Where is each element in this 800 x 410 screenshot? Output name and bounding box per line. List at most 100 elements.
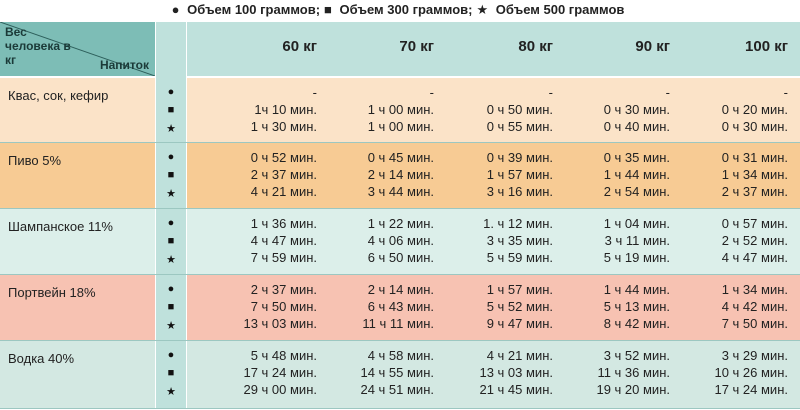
- time-value: -: [312, 85, 317, 100]
- corner-bottom: Напиток: [99, 58, 149, 72]
- row-label-cell: Водка 40%: [0, 341, 155, 408]
- time-value: 0 ч 55 мин.: [486, 119, 553, 134]
- row-separator: [0, 340, 800, 341]
- legend-label: Объем 500 граммов: [495, 2, 625, 17]
- row-symbol: ■: [167, 235, 175, 247]
- time-value: 17 ч 24 мин.: [714, 382, 788, 397]
- symbol-column: [156, 22, 186, 408]
- time-value: 2 ч 54 мин.: [603, 184, 670, 199]
- time-value: 4 ч 47 мин.: [250, 233, 317, 248]
- time-value: 4 ч 47 мин.: [721, 250, 788, 265]
- time-value: 4 ч 42 мин.: [721, 299, 788, 314]
- row-symbol: ●: [167, 86, 175, 98]
- time-value: 0 ч 50 мин.: [486, 102, 553, 117]
- row-symbol: ■: [167, 301, 175, 313]
- row-label-cell: Шампанское 11%: [0, 209, 155, 274]
- row-symbol: ●: [167, 283, 175, 295]
- time-value: 14 ч 55 мин.: [360, 365, 434, 380]
- time-value: 1 ч 04 мин.: [603, 216, 670, 231]
- row-label-cell: Пиво 5%: [0, 143, 155, 208]
- time-value: 9 ч 47 мин.: [486, 316, 553, 331]
- row-symbol: ●: [167, 349, 175, 361]
- time-value: 19 ч 20 мин.: [596, 382, 670, 397]
- time-value: 5 ч 19 мин.: [603, 250, 670, 265]
- time-value: 2 ч 14 мин.: [367, 167, 434, 182]
- time-value: 5 ч 13 мин.: [603, 299, 670, 314]
- row-separator: [0, 274, 800, 275]
- time-value: 7 ч 50 мин.: [250, 299, 317, 314]
- time-value: 11 ч 11 мин.: [362, 316, 434, 331]
- time-value: 1 ч 57 мин.: [486, 282, 553, 297]
- corner-top: Вес человека в кг: [5, 25, 71, 67]
- time-value: 5 ч 59 мин.: [486, 250, 553, 265]
- row-band: [187, 143, 800, 208]
- legend-label: Объем 100 граммов;: [187, 2, 321, 17]
- time-value: 0 ч 35 мин.: [603, 150, 670, 165]
- corner-diagonal: [0, 22, 155, 76]
- time-value: 1 ч 00 мин.: [367, 102, 434, 117]
- time-value: 10 ч 26 мин.: [714, 365, 788, 380]
- time-value: 11 ч 36 мин.: [597, 365, 670, 380]
- time-value: 4 ч 21 мин.: [250, 184, 317, 199]
- time-value: 3 ч 16 мин.: [486, 184, 553, 199]
- row-symbol: ●: [167, 151, 175, 163]
- time-value: 3 ч 52 мин.: [603, 348, 670, 363]
- row-symbol: ★: [166, 254, 176, 266]
- header-row: [187, 22, 800, 76]
- row-band: [187, 275, 800, 340]
- row-symbol: ■: [167, 367, 175, 379]
- time-value: 1 ч 34 мин.: [721, 282, 788, 297]
- row-band: [187, 78, 800, 142]
- row-symbol: ★: [166, 320, 176, 332]
- time-value: 2 ч 37 мин.: [721, 184, 788, 199]
- time-value: 1 ч 34 мин.: [721, 167, 788, 182]
- time-value: 0 ч 30 мин.: [603, 102, 670, 117]
- row-label-cell: Квас, сок, кефир: [0, 78, 155, 142]
- time-value: 2 ч 37 мин.: [250, 282, 317, 297]
- time-value: 13 ч 03 мин.: [479, 365, 553, 380]
- time-value: 21 ч 45 мин.: [479, 382, 553, 397]
- row-symbol: ●: [167, 217, 175, 229]
- column-header: 70 кг: [399, 38, 434, 55]
- time-value: 1 ч 44 мин.: [603, 167, 670, 182]
- time-value: 3 ч 29 мин.: [721, 348, 788, 363]
- time-value: 3 ч 35 мин.: [486, 233, 553, 248]
- column-header: 100 кг: [745, 38, 788, 55]
- time-value: 7 ч 59 мин.: [250, 250, 317, 265]
- time-value: 1 ч 36 мин.: [250, 216, 317, 231]
- legend-symbol: ●: [171, 2, 180, 17]
- time-value: 4 ч 21 мин.: [486, 348, 553, 363]
- time-value: 2 ч 37 мин.: [250, 167, 317, 182]
- time-value: 0 ч 57 мин.: [721, 216, 788, 231]
- time-value: 0 ч 31 мин.: [721, 150, 788, 165]
- row-symbol: ★: [166, 386, 176, 398]
- row-separator: [0, 208, 800, 209]
- time-value: 6 ч 43 мин.: [367, 299, 434, 314]
- legend-symbol: ■: [324, 2, 332, 17]
- corner-cell: Вес человека в кг Напиток: [0, 22, 155, 76]
- time-value: 2 ч 14 мин.: [367, 282, 434, 297]
- time-value: 29 ч 00 мин.: [243, 382, 317, 397]
- time-value: 8 ч 42 мин.: [603, 316, 670, 331]
- time-value: 1. ч 12 мин.: [483, 216, 553, 231]
- time-value: 5 ч 52 мин.: [486, 299, 553, 314]
- time-value: -: [548, 85, 553, 100]
- column-header: 90 кг: [635, 38, 670, 55]
- time-value: -: [429, 85, 434, 100]
- time-value: 13 ч 03 мин.: [243, 316, 317, 331]
- time-value: 4 ч 58 мин.: [367, 348, 434, 363]
- time-value: 3 ч 44 мин.: [367, 184, 434, 199]
- time-value: 0 ч 39 мин.: [486, 150, 553, 165]
- row-symbol: ★: [166, 123, 176, 135]
- row-band: [187, 209, 800, 274]
- legend: ● Объем 100 граммов; ■ Объем 300 граммов;…: [0, 0, 800, 20]
- row-symbol: ★: [166, 188, 176, 200]
- time-value: -: [665, 85, 670, 100]
- time-value: 3 ч 11 мин.: [604, 233, 670, 248]
- time-value: 4 ч 06 мин.: [367, 233, 434, 248]
- time-value: 1 ч 22 мин.: [367, 216, 434, 231]
- time-value: 1ч 10 мин.: [254, 102, 317, 117]
- row-separator: [0, 408, 800, 409]
- time-value: 1 ч 57 мин.: [486, 167, 553, 182]
- column-header: 60 кг: [282, 38, 317, 55]
